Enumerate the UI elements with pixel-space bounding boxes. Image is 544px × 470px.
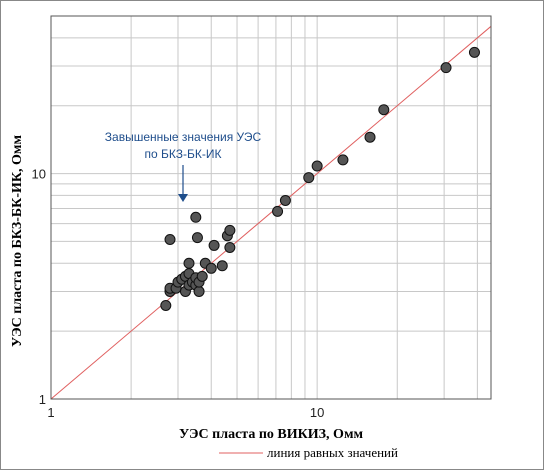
data-point (378, 104, 390, 116)
data-point (440, 62, 452, 74)
data-point (272, 205, 284, 217)
tick-labels: 1 10 1 10 (32, 167, 325, 420)
data-point (196, 270, 208, 282)
data-point (190, 211, 202, 223)
data-point (183, 257, 195, 269)
data-point (364, 131, 376, 143)
data-point (337, 154, 349, 166)
data-point (311, 160, 323, 172)
data-point (216, 260, 228, 272)
plot-area-background (51, 16, 491, 399)
data-point (193, 285, 205, 297)
y-tick-label: 10 (32, 167, 46, 182)
x-axis-label: УЭС пласта по ВИКИЗ, Омм (179, 427, 364, 442)
x-tick-label: 10 (310, 405, 324, 420)
plot-area-border (50, 15, 492, 400)
equal-values-line (50, 25, 492, 400)
data-point (279, 194, 291, 206)
x-tick-label: 1 (47, 405, 54, 420)
data-point (191, 232, 203, 244)
data-point (160, 299, 172, 311)
data-point (224, 224, 236, 236)
annotation-line-2: по БКЗ-БК-ИК (145, 147, 222, 161)
data-point (205, 262, 217, 274)
data-point (468, 46, 480, 58)
annotation-arrow-head (178, 194, 188, 202)
y-tick-label: 1 (39, 392, 46, 407)
annotation-line-1: Завышенные значения УЭС (105, 130, 262, 144)
y-axis-label: УЭС пласта по БКЗ-БК-ИК, Омм (10, 135, 25, 347)
data-point (208, 239, 220, 251)
legend-entry: линия равных значений (267, 445, 398, 460)
data-point (303, 172, 315, 184)
data-point (224, 241, 236, 253)
data-point (164, 233, 176, 245)
grid (51, 16, 491, 399)
data-points (160, 46, 480, 311)
